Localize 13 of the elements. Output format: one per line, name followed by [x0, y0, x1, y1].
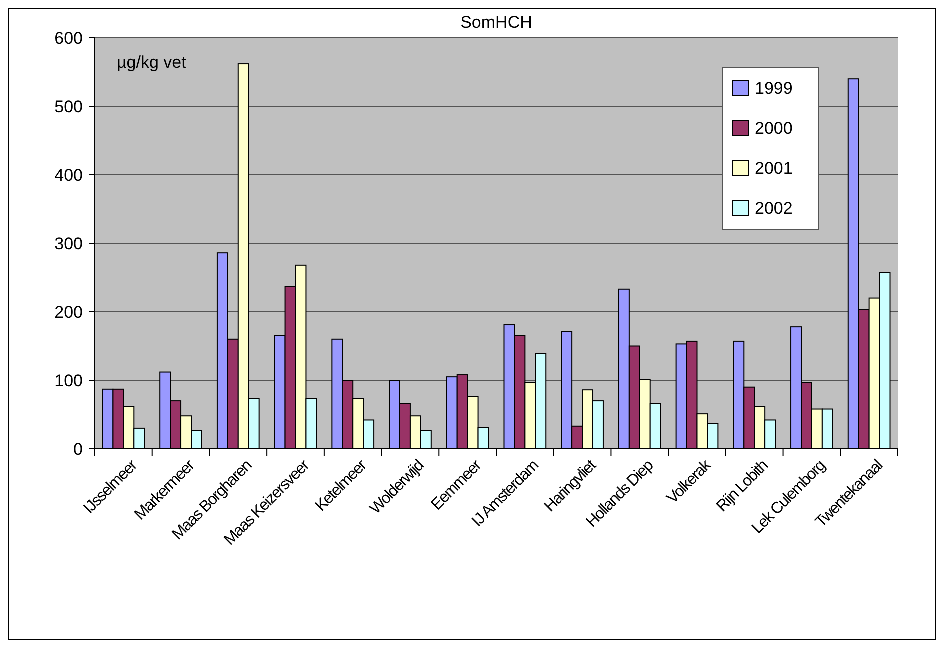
legend-label: 1999 [755, 78, 793, 98]
legend-label: 2001 [755, 158, 793, 178]
y-tick-label: 0 [74, 440, 83, 459]
y-tick-label: 600 [54, 28, 83, 48]
y-tick-label: 100 [54, 371, 83, 390]
y-tick-label: 200 [54, 302, 83, 322]
y-tick-label: 400 [54, 166, 83, 185]
y-tick-label: 500 [54, 97, 83, 116]
legend-label: 2000 [755, 118, 793, 138]
y-axis-title: µg/kg vet [117, 53, 187, 72]
y-tick-label: 300 [54, 234, 83, 254]
legend-label: 2002 [755, 198, 793, 218]
chart-title: SomHCH [460, 13, 532, 32]
